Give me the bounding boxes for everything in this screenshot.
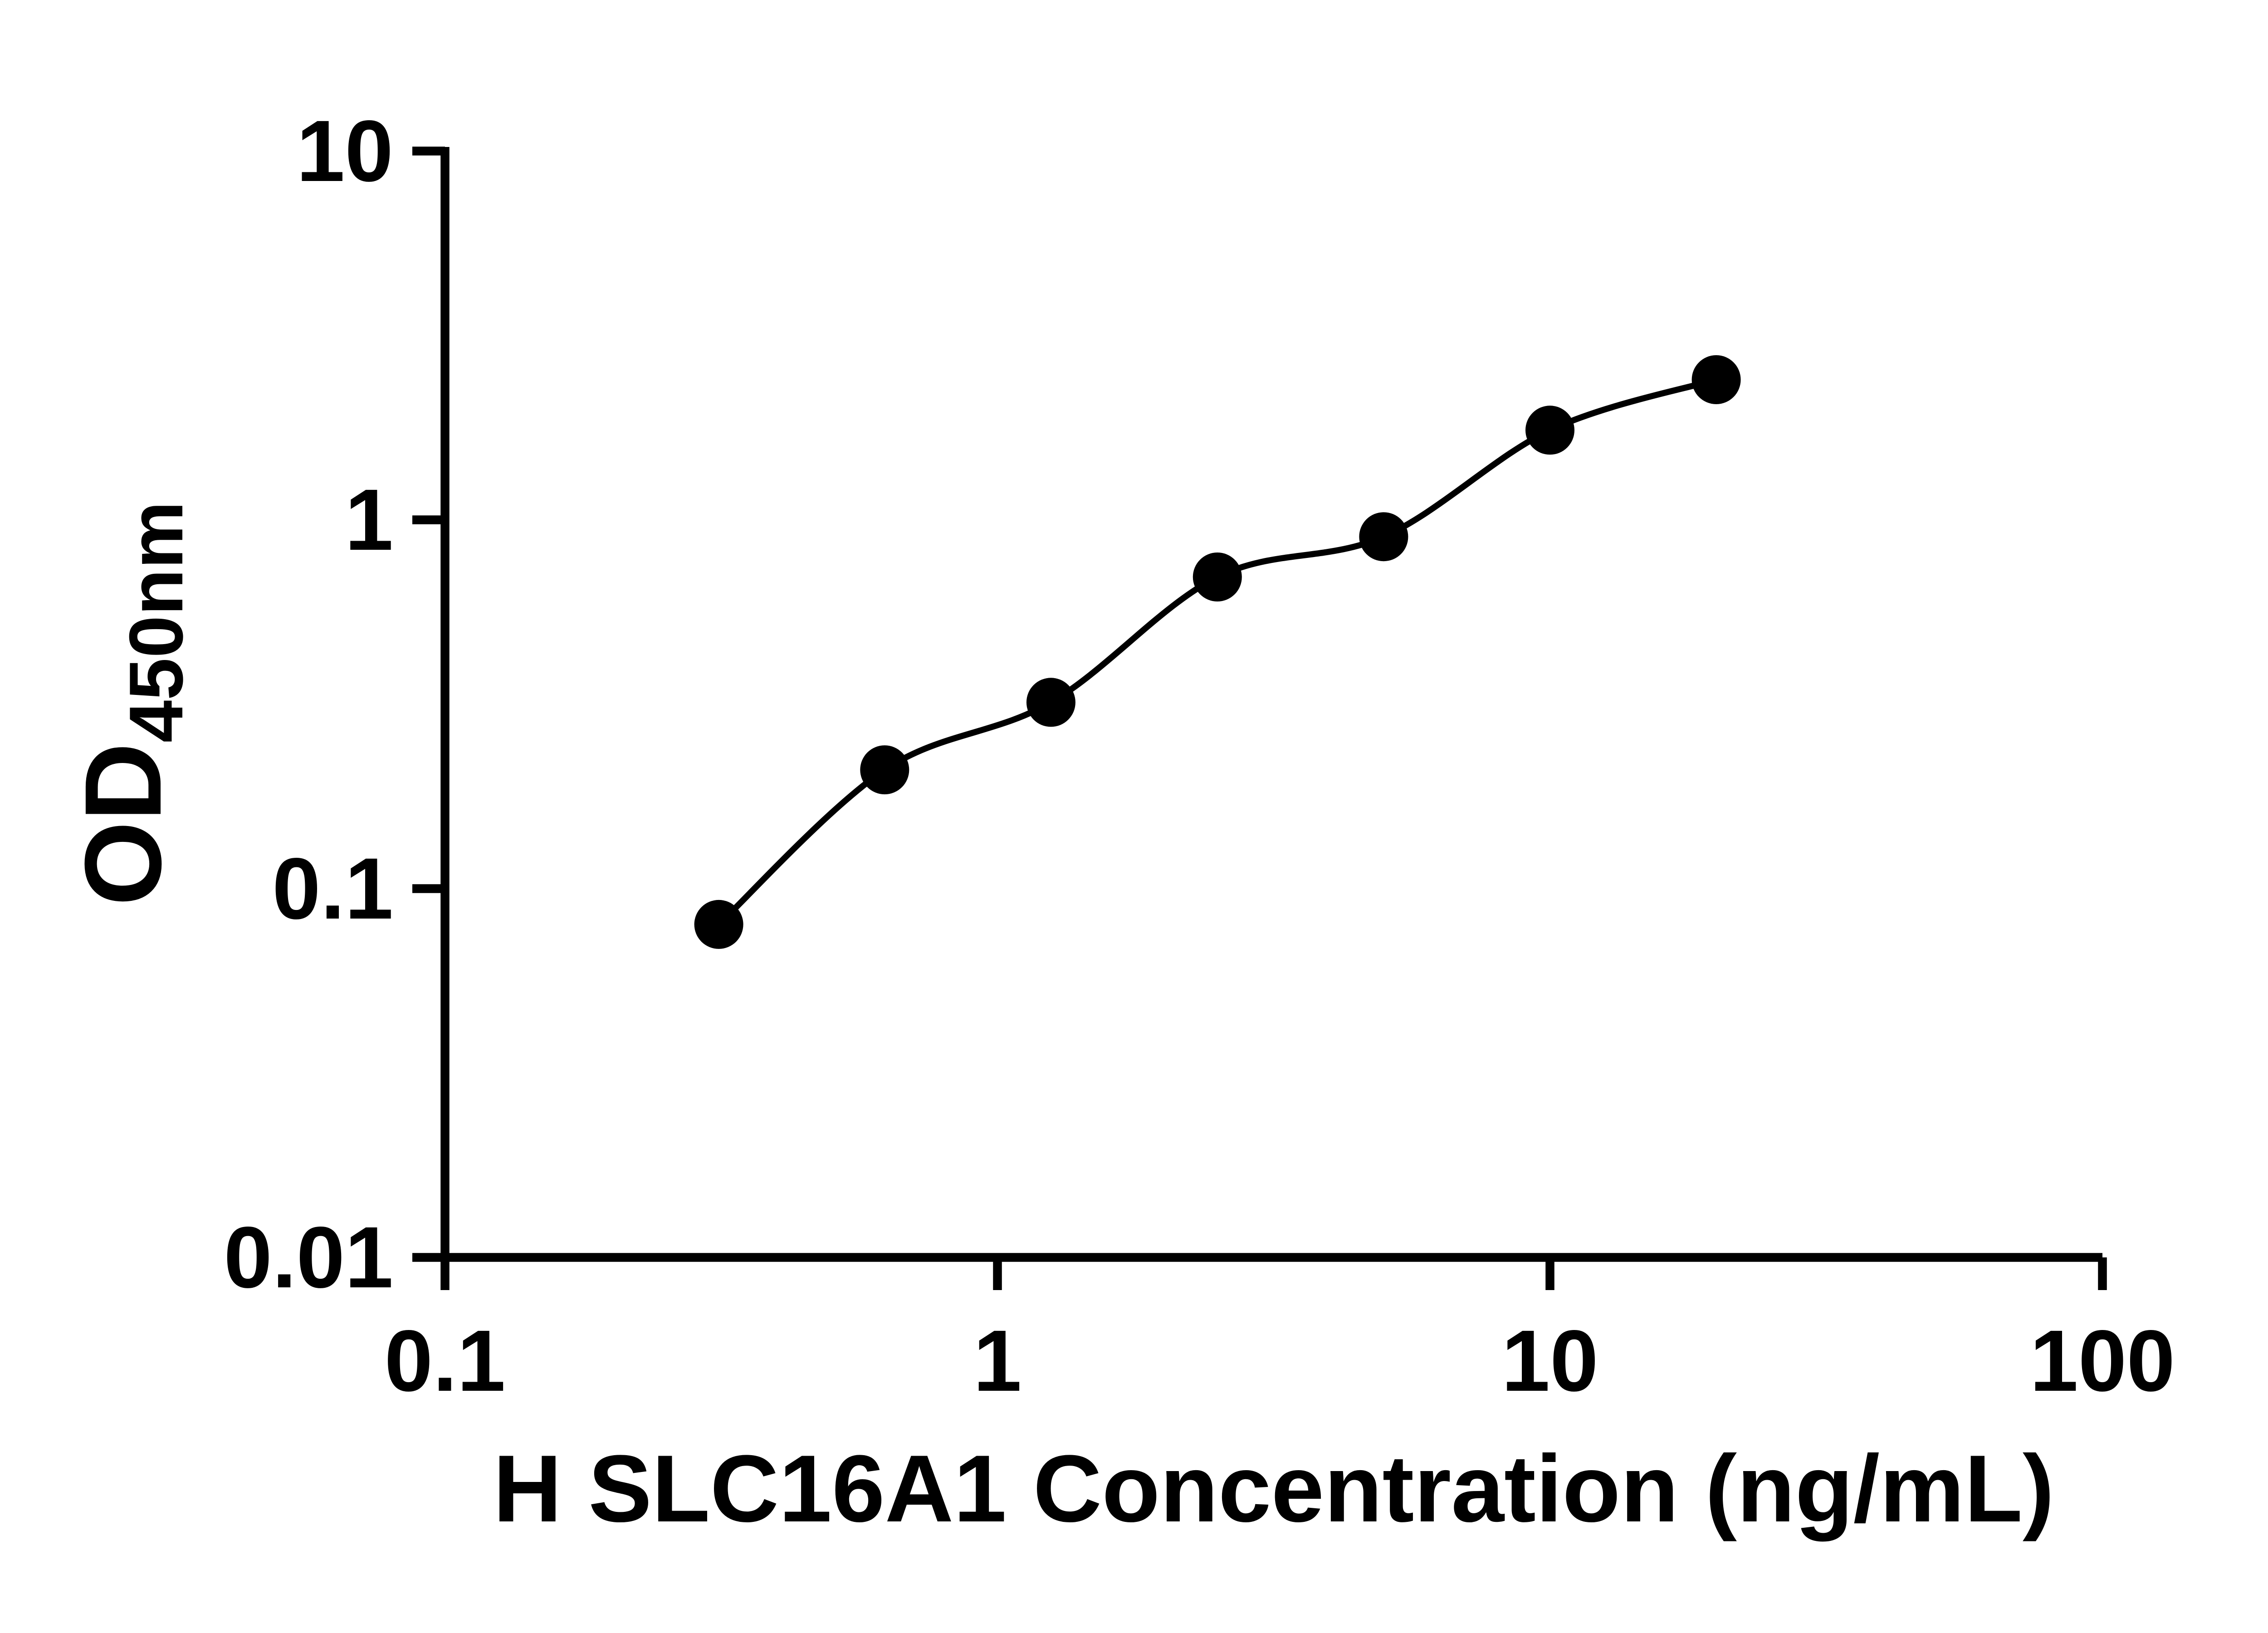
data-point bbox=[1525, 406, 1574, 455]
data-point bbox=[1359, 512, 1408, 562]
data-point bbox=[1193, 552, 1242, 601]
y-tick-label: 0.01 bbox=[224, 1208, 393, 1306]
y-tick-label: 0.1 bbox=[272, 840, 393, 937]
x-axis-title: H SLC16A1 Concentration (ng/mL) bbox=[493, 1435, 2054, 1542]
fit-curve-path bbox=[716, 376, 1717, 927]
data-point bbox=[860, 745, 909, 795]
x-axis-tick-labels: 0.1 1 10 100 bbox=[385, 1312, 2175, 1409]
data-point bbox=[1026, 678, 1075, 727]
fit-curve bbox=[716, 376, 1717, 927]
y-axis-title-main: OD bbox=[62, 743, 184, 906]
x-tick-label: 1 bbox=[973, 1312, 1022, 1409]
y-axis-title: OD450nm bbox=[62, 501, 199, 906]
y-tick-label: 10 bbox=[296, 102, 393, 200]
data-point bbox=[1691, 355, 1741, 404]
y-axis-title-subscript: 450nm bbox=[113, 501, 199, 743]
y-axis-ticks bbox=[412, 147, 445, 1262]
data-point bbox=[694, 900, 743, 949]
y-axis-tick-labels: 0.01 0.1 1 10 bbox=[224, 102, 393, 1306]
data-points bbox=[694, 355, 1741, 949]
axis-lines bbox=[440, 147, 2102, 1262]
x-axis-ticks bbox=[440, 1257, 2107, 1290]
x-tick-label: 10 bbox=[1501, 1312, 1598, 1409]
x-tick-label: 0.1 bbox=[385, 1312, 506, 1409]
y-tick-label: 1 bbox=[345, 471, 393, 568]
x-tick-label: 100 bbox=[2030, 1312, 2175, 1409]
